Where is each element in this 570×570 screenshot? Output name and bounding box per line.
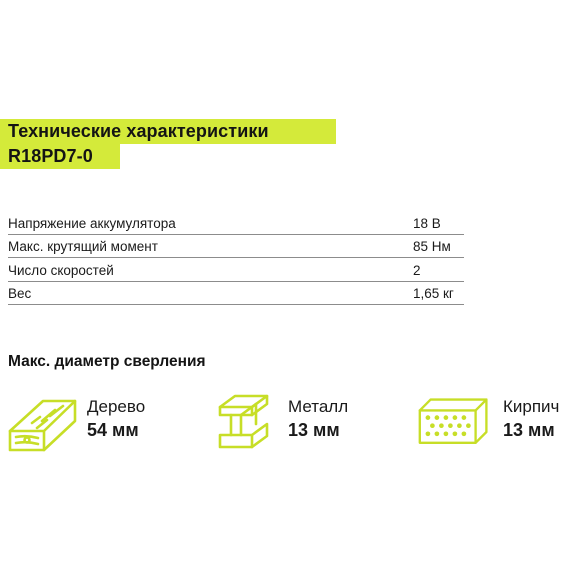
- material-max-diameter: 54 мм: [87, 420, 139, 440]
- material-name: Дерево: [87, 397, 146, 416]
- wood-plank-icon: [8, 399, 77, 452]
- spec-label: Число скоростей: [8, 262, 114, 278]
- material-max-diameter: 13 мм: [288, 420, 340, 440]
- model-name: R18PD7-0: [0, 144, 120, 169]
- spec-label: Вес: [8, 286, 32, 301]
- spec-label: Макс. крутящий момент: [8, 239, 158, 254]
- material-name: Кирпич: [503, 397, 560, 416]
- spec-row-voltage: Напряжение аккумулятора 18 В: [8, 211, 464, 235]
- material-wood: Дерево 54 мм: [7, 393, 177, 455]
- specs-table: Напряжение аккумулятора 18 В Макс. крутя…: [8, 211, 464, 305]
- brick-icon: [418, 398, 488, 444]
- spec-value: 1,65 кг: [413, 286, 454, 301]
- spec-row-weight: Вес 1,65 кг: [8, 282, 464, 305]
- spec-value: 2: [413, 262, 421, 278]
- steel-beam-icon: [218, 394, 269, 449]
- spec-value: 18 В: [413, 215, 441, 231]
- spec-title-block: Технические характеристики R18PD7-0: [0, 119, 336, 169]
- material-metal: Металл 13 мм: [217, 393, 377, 455]
- material-brick: Кирпич 13 мм: [418, 393, 570, 455]
- spec-label: Напряжение аккумулятора: [8, 215, 176, 231]
- spec-row-speeds: Число скоростей 2: [8, 258, 464, 282]
- spec-row-torque: Макс. крутящий момент 85 Нм: [8, 235, 464, 258]
- drilling-section-title: Макс. диаметр сверления: [8, 353, 206, 370]
- page-title: Технические характеристики: [0, 119, 336, 144]
- material-max-diameter: 13 мм: [503, 420, 555, 440]
- spec-value: 85 Нм: [413, 239, 451, 254]
- material-name: Металл: [288, 397, 349, 416]
